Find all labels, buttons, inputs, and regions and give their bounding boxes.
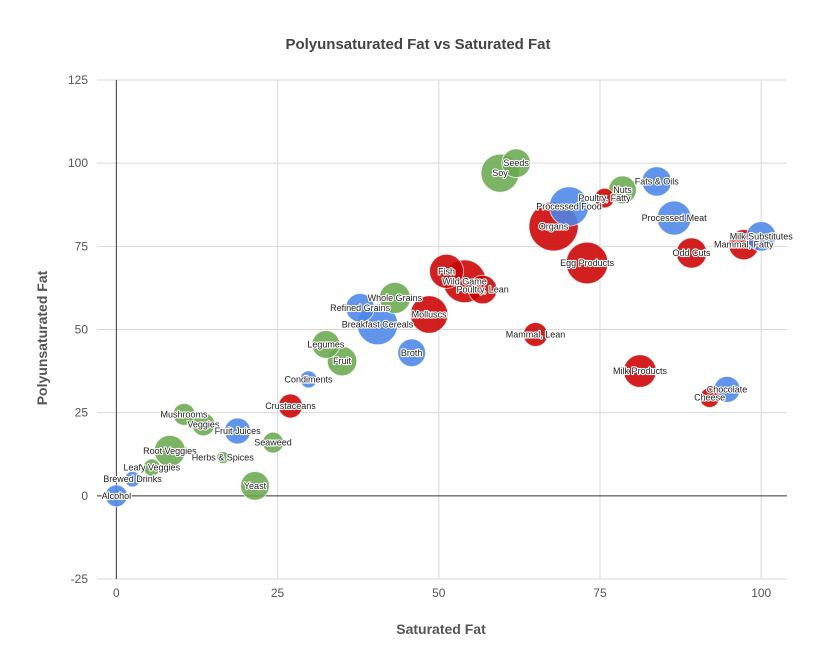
bubble-poultry-fatty xyxy=(594,187,615,209)
y-tick-label: 100 xyxy=(68,156,88,170)
bubble-label: Mammal, Fatty xyxy=(714,240,774,250)
y-tick-label: 25 xyxy=(75,406,89,420)
bubble-odd-cuts xyxy=(675,237,708,269)
bubble-mammal-lean xyxy=(522,321,549,348)
bubble-label: Refined Grains xyxy=(330,303,391,313)
bubble-herbs-spices xyxy=(216,451,230,465)
bubble-label: Leafy Veggies xyxy=(124,463,181,473)
bubble-label: Soy xyxy=(492,168,508,178)
bubble-egg-products xyxy=(565,241,609,285)
bubble-label: Herbs & Spices xyxy=(192,453,255,463)
bubble-milk-substitutes xyxy=(745,221,777,252)
bubble-label: Root Veggies xyxy=(143,446,197,456)
gridlines xyxy=(97,79,787,580)
bubble-label: Mushrooms xyxy=(161,409,209,419)
bubble-label: Veggies xyxy=(187,419,220,429)
x-tick-label: 25 xyxy=(271,586,285,600)
bubble-crustaceans xyxy=(277,393,304,419)
bubble-label: Fruit Juices xyxy=(215,426,262,436)
y-tick-label: 75 xyxy=(75,239,89,253)
bubble-veggies xyxy=(191,412,216,437)
x-tick-label: 0 xyxy=(113,586,120,600)
bubble-leafy-veggies xyxy=(142,458,161,477)
bubble-brewed-drinks xyxy=(124,470,141,488)
bubble-label: Whole Grains xyxy=(368,293,423,303)
bubble-label: Chocolate xyxy=(707,384,748,394)
x-tick-label: 75 xyxy=(593,586,607,600)
y-tick-label: 50 xyxy=(75,323,89,337)
bubble-label: Seaweed xyxy=(254,438,292,448)
y-tick-label: 0 xyxy=(81,489,88,503)
bubble-label: Brewed Drinks xyxy=(103,474,162,484)
bubble-poultry-lean xyxy=(467,274,498,305)
bubble-root-veggies xyxy=(153,434,186,467)
y-tick-label: 125 xyxy=(68,73,88,87)
bubble-label: Crustaceans xyxy=(265,401,316,411)
x-tick-label: 100 xyxy=(751,586,771,600)
bubble-label: Processed Food xyxy=(536,201,602,211)
bubble-alcohol xyxy=(104,484,128,508)
bubble-label: Fish xyxy=(438,266,455,276)
bubble-label: Condiments xyxy=(284,374,333,384)
bubble-processed-food xyxy=(548,186,590,227)
bubble-yeast xyxy=(240,471,270,501)
tick-labels: -25 0 25 50 75 100 125 0 25 50 75 100 xyxy=(68,73,772,600)
bubble-label: Fats & Oils xyxy=(635,176,680,186)
bubble-label: Milk Substitutes xyxy=(730,231,794,241)
bubble-label: Organs xyxy=(539,221,569,231)
y-tick-label: -25 xyxy=(71,572,89,586)
bubble-refined-grains xyxy=(345,293,375,323)
bubble-whole-grains xyxy=(378,281,411,314)
y-axis-title: Polyunsaturated Fat xyxy=(34,270,50,405)
bubble-label: Egg Products xyxy=(560,258,615,268)
bubble-molluscs xyxy=(409,295,449,334)
x-axis-title: Saturated Fat xyxy=(396,621,486,637)
bubble-label: Fruit xyxy=(333,356,351,366)
bubble-cheese xyxy=(699,387,720,409)
bubble-label: Alcohol xyxy=(102,491,132,501)
bubble-seaweed xyxy=(262,431,284,454)
bubble-fruit-juices xyxy=(224,417,252,445)
bubble-label: Nuts xyxy=(613,185,632,195)
bubble-milk-products xyxy=(623,354,657,388)
bubble-label: Seeds xyxy=(503,158,529,168)
bubble-processed-meat xyxy=(656,200,692,236)
bubble-fish xyxy=(428,253,465,289)
bubbles xyxy=(104,148,777,508)
bubble-label: Molluscs xyxy=(412,310,448,320)
bubble-label: Cheese xyxy=(694,393,725,403)
bubble-mushrooms xyxy=(172,402,196,426)
bubble-label: Broth xyxy=(401,348,423,358)
bubble-fats-oils xyxy=(641,166,672,197)
bubble-label: Wild Game xyxy=(442,276,487,286)
bubble-label: Poultry, Fatty xyxy=(578,193,631,203)
chart-title: Polyunsaturated Fat vs Saturated Fat xyxy=(285,36,550,53)
x-tick-label: 50 xyxy=(432,586,446,600)
bubble-label: Legumes xyxy=(307,339,345,349)
bubble-label: Milk Products xyxy=(613,366,668,376)
bubble-label: Breakfast Cereals xyxy=(342,320,414,330)
bubble-condiments xyxy=(299,370,318,389)
bubble-label: Yeast xyxy=(244,481,267,491)
bubble-label: Odd Cuts xyxy=(673,248,712,258)
bubble-seeds xyxy=(501,148,532,179)
bubble-legumes xyxy=(311,330,341,359)
bubble-broth xyxy=(397,338,427,368)
bubble-label: Processed Meat xyxy=(642,213,708,223)
bubble-label: Poultry, Lean xyxy=(456,285,508,295)
bubble-label: Mammal, Lean xyxy=(506,329,566,339)
